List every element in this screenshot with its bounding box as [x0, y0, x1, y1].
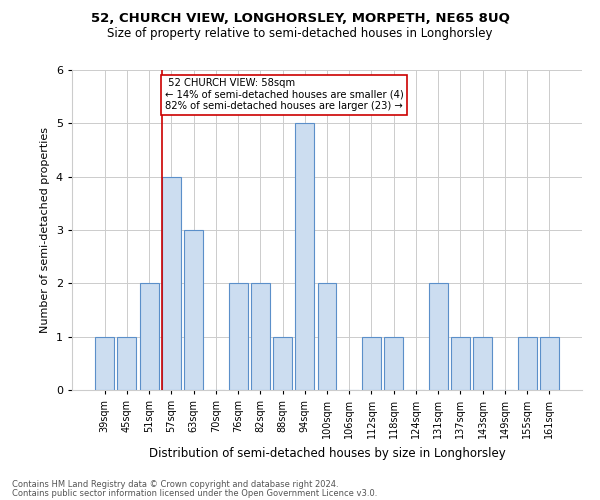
Bar [362, 336, 381, 390]
Bar [295, 124, 314, 390]
Bar [473, 336, 492, 390]
Bar [451, 336, 470, 390]
Bar [518, 336, 536, 390]
Text: Contains public sector information licensed under the Open Government Licence v3: Contains public sector information licen… [12, 488, 377, 498]
X-axis label: Distribution of semi-detached houses by size in Longhorsley: Distribution of semi-detached houses by … [149, 446, 505, 460]
Text: Contains HM Land Registry data © Crown copyright and database right 2024.: Contains HM Land Registry data © Crown c… [12, 480, 338, 489]
Text: 52, CHURCH VIEW, LONGHORSLEY, MORPETH, NE65 8UQ: 52, CHURCH VIEW, LONGHORSLEY, MORPETH, N… [91, 12, 509, 26]
Text: 52 CHURCH VIEW: 58sqm
← 14% of semi-detached houses are smaller (4)
82% of semi-: 52 CHURCH VIEW: 58sqm ← 14% of semi-deta… [164, 78, 403, 111]
Bar [229, 284, 248, 390]
Bar [140, 284, 158, 390]
Text: Size of property relative to semi-detached houses in Longhorsley: Size of property relative to semi-detach… [107, 28, 493, 40]
Bar [95, 336, 114, 390]
Bar [317, 284, 337, 390]
Bar [429, 284, 448, 390]
Bar [540, 336, 559, 390]
Y-axis label: Number of semi-detached properties: Number of semi-detached properties [40, 127, 50, 333]
Bar [251, 284, 270, 390]
Bar [162, 176, 181, 390]
Bar [384, 336, 403, 390]
Bar [273, 336, 292, 390]
Bar [184, 230, 203, 390]
Bar [118, 336, 136, 390]
